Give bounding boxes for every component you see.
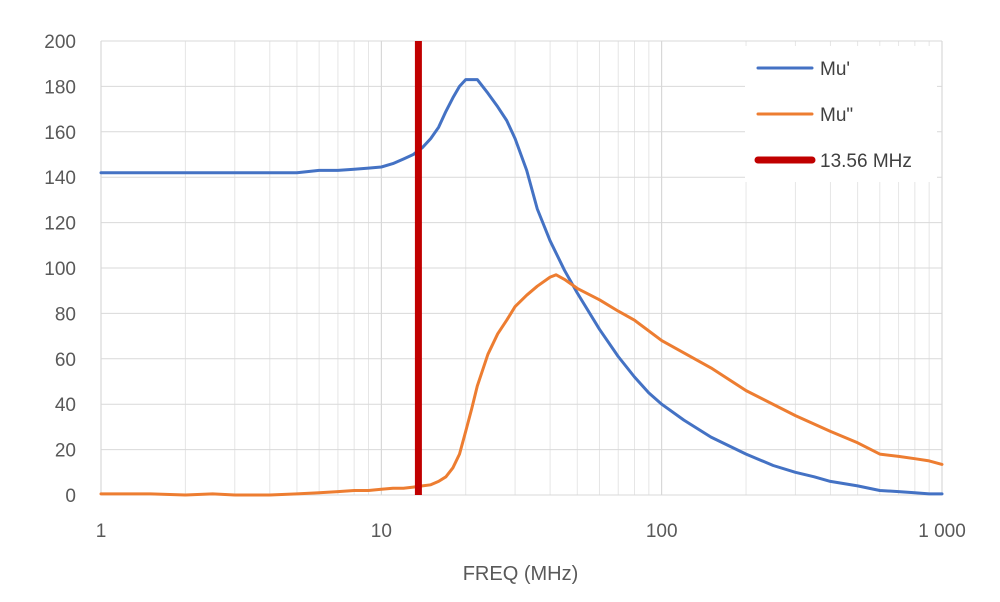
axes: 0 20 40 60 80 100 120 140 160 180 200 1 10 100 1 000 <box>44 32 965 542</box>
series-layer <box>99 78 944 497</box>
legend: Mu' Mu" 13.56 MHz <box>745 46 937 182</box>
y-tick-label: 100 <box>44 259 76 280</box>
y-tick-label: 140 <box>44 168 76 189</box>
series-line-mu-prime <box>99 78 944 496</box>
y-tick-label: 40 <box>55 395 76 416</box>
x-tick-label: 100 <box>646 521 678 542</box>
y-tick-label: 200 <box>44 32 76 53</box>
series-line-mu-double-prime <box>99 273 944 497</box>
legend-label: Mu" <box>820 105 853 126</box>
y-tick-label: 20 <box>55 441 76 462</box>
y-tick-label: 180 <box>44 77 76 98</box>
x-tick-label: 1 <box>96 521 107 542</box>
x-axis-title: FREQ (MHz) <box>463 563 579 585</box>
y-tick-label: 80 <box>55 304 76 325</box>
legend-label: 13.56 MHz <box>820 151 912 172</box>
y-tick-label: 120 <box>44 214 76 235</box>
y-tick-label: 0 <box>65 486 76 507</box>
x-tick-label: 1 000 <box>918 521 966 542</box>
legend-label: Mu' <box>820 59 850 80</box>
x-tick-label: 10 <box>371 521 392 542</box>
y-tick-label: 60 <box>55 350 76 371</box>
y-tick-label: 160 <box>44 123 76 144</box>
